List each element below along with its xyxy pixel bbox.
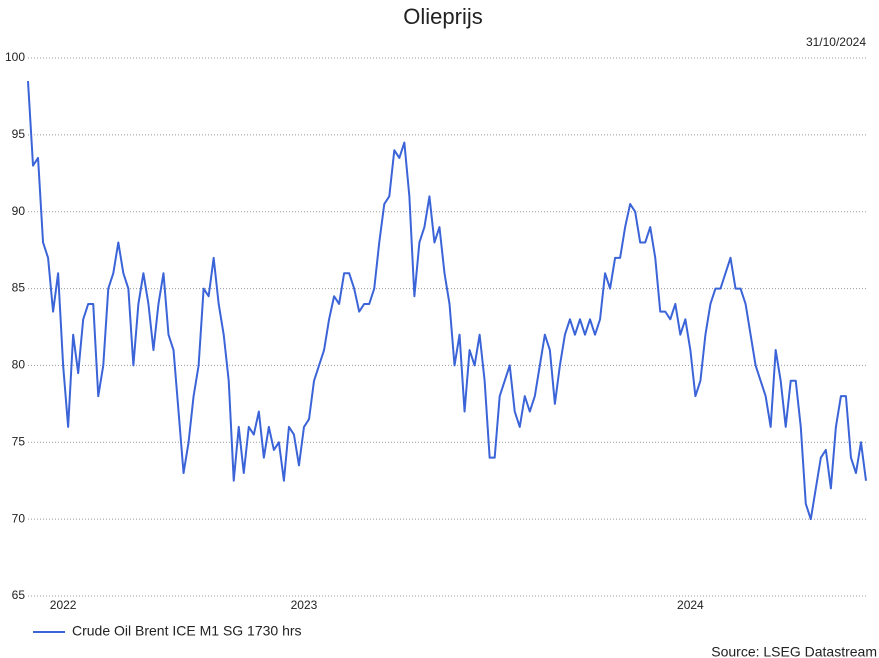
date-label: 31/10/2024 [806, 35, 866, 49]
x-tick-label: 2022 [50, 598, 77, 612]
y-tick-label: 85 [12, 281, 26, 295]
data-line [27, 81, 867, 521]
y-tick-label: 100 [5, 50, 25, 64]
y-tick-label: 80 [12, 358, 26, 372]
y-tick-label: 95 [12, 127, 26, 141]
legend-label: Crude Oil Brent ICE M1 SG 1730 hrs [72, 623, 302, 639]
x-tick-label: 2023 [291, 598, 318, 612]
y-tick-label: 90 [12, 204, 26, 218]
y-tick-label: 75 [12, 434, 26, 448]
y-tick-label: 65 [12, 588, 26, 602]
y-tick-label: 70 [12, 511, 26, 525]
x-tick-label: 2024 [677, 598, 704, 612]
chart-title: Olieprijs [403, 4, 482, 29]
source-label: Source: LSEG Datastream [711, 644, 877, 658]
